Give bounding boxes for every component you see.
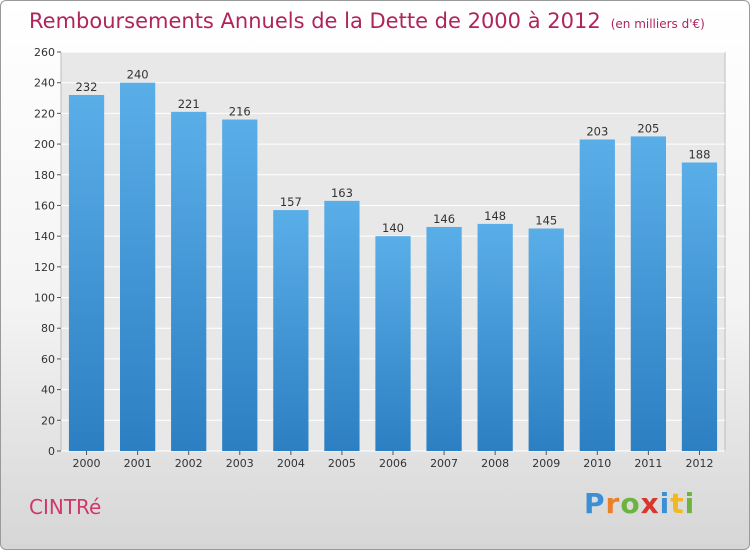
- y-axis-ticks: 0 20 40 60 80 100 120 140 160 180 200 220 240 260: [34, 46, 61, 458]
- y-tick-label: 220: [34, 107, 55, 120]
- y-tick-label: 260: [34, 46, 55, 59]
- chart-title: Remboursements Annuels de la Dette de 20…: [29, 9, 705, 33]
- data-label: 188: [688, 147, 710, 161]
- x-tick-label: 2002: [175, 457, 203, 470]
- y-tick-label: 200: [34, 138, 55, 151]
- y-tick-label: 180: [34, 169, 55, 182]
- data-label: 216: [229, 105, 251, 119]
- bar: [273, 210, 309, 451]
- x-tick-label: 2012: [685, 457, 713, 470]
- y-tick-label: 80: [41, 322, 55, 335]
- logo-letter: t: [670, 487, 685, 520]
- bar: [528, 228, 564, 451]
- x-tick-label: 2000: [73, 457, 101, 470]
- bars: [68, 82, 718, 452]
- y-tick-label: 0: [48, 445, 55, 458]
- data-label: 205: [637, 121, 659, 135]
- y-tick-label: 60: [41, 353, 55, 366]
- x-tick-label: 2010: [583, 457, 611, 470]
- bar: [477, 223, 513, 451]
- bar: [579, 139, 615, 451]
- data-label: 145: [535, 213, 557, 227]
- bar: [119, 82, 156, 451]
- x-tick-label: 2006: [379, 457, 407, 470]
- logo-letter: i: [659, 487, 671, 520]
- bar: [222, 119, 258, 452]
- commune-name: CINTRé: [29, 495, 102, 519]
- data-label: 232: [76, 80, 98, 94]
- bar: [426, 226, 462, 451]
- chart-title-text: Remboursements Annuels de la Dette de 20…: [29, 9, 601, 33]
- data-label: 140: [382, 221, 404, 235]
- bar: [630, 136, 667, 451]
- x-tick-label: 2005: [328, 457, 356, 470]
- x-tick-label: 2004: [277, 457, 305, 470]
- y-tick-label: 160: [34, 199, 55, 212]
- bar: [324, 200, 360, 451]
- x-tick-label: 2007: [430, 457, 458, 470]
- data-label: 157: [280, 195, 302, 209]
- bar: [171, 111, 207, 451]
- logo-letter: r: [605, 487, 621, 520]
- y-tick-label: 40: [41, 384, 55, 397]
- x-axis-ticks: 2000 2001 2002 2003 2004 2005 2006 2007 2008 2009…: [73, 451, 713, 470]
- x-tick-label: 2008: [481, 457, 509, 470]
- data-label: 203: [586, 124, 608, 138]
- y-tick-label: 120: [34, 261, 55, 274]
- data-label: 146: [433, 212, 455, 226]
- proxiti-logo[interactable]: Proxiti: [584, 487, 695, 520]
- x-tick-label: 2011: [634, 457, 662, 470]
- logo-letter: x: [640, 487, 660, 520]
- data-label: 163: [331, 186, 353, 200]
- logo-letter: P: [584, 487, 606, 520]
- y-tick-label: 240: [34, 77, 55, 90]
- data-labels: 232 240 221 216 157 163 140 146 148 145 203 205 188: [76, 68, 711, 235]
- bar: [375, 236, 411, 451]
- bar: [68, 94, 105, 451]
- x-tick-label: 2009: [532, 457, 560, 470]
- y-tick-label: 100: [34, 292, 55, 305]
- chart-subtitle: (en milliers d'€): [610, 17, 705, 31]
- y-tick-label: 140: [34, 230, 55, 243]
- bar: [681, 162, 718, 451]
- y-tick-label: 20: [41, 414, 55, 427]
- logo-letter: o: [620, 487, 641, 520]
- x-tick-label: 2001: [124, 457, 152, 470]
- x-tick-label: 2003: [226, 457, 254, 470]
- data-label: 221: [178, 97, 200, 111]
- data-label: 240: [127, 68, 149, 82]
- data-label: 148: [484, 209, 506, 223]
- logo-letter: i: [684, 487, 696, 520]
